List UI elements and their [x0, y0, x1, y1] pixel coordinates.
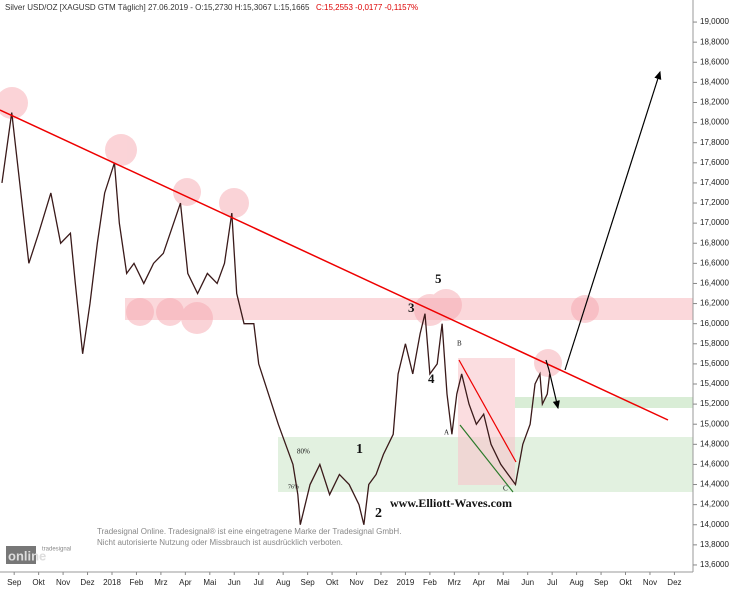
- x-tick-label: Okt: [326, 578, 339, 587]
- y-tick-label: 14,2000: [700, 500, 729, 509]
- x-tick-label: Apr: [179, 578, 192, 587]
- annotation: 5: [435, 271, 442, 286]
- chart-subtitle: C:15,2553 -0,0177 -0,1157%: [316, 3, 418, 12]
- x-tick-label: Dez: [80, 578, 94, 587]
- footer-text: Nicht autorisierte Nutzung oder Missbrau…: [97, 538, 343, 547]
- wedge-zone: [458, 358, 515, 485]
- chart-title: Silver USD/OZ [XAGUSD GTM Täglich] 27.06…: [5, 3, 310, 12]
- y-tick-label: 18,6000: [700, 57, 729, 66]
- highlight-circles: [0, 87, 599, 377]
- footer: Tradesignal Online. Tradesignal® ist ein…: [6, 527, 401, 564]
- y-tick-label: 17,2000: [700, 198, 729, 207]
- x-tick-label: Nov: [349, 578, 363, 587]
- y-tick-label: 17,6000: [700, 158, 729, 167]
- y-tick-label: 17,8000: [700, 138, 729, 147]
- y-tick-label: 15,8000: [700, 339, 729, 348]
- y-tick-label: 15,4000: [700, 379, 729, 388]
- x-tick-label: 2018: [103, 578, 121, 587]
- x-tick-label: Dez: [667, 578, 681, 587]
- y-tick-label: 18,0000: [700, 118, 729, 127]
- projection-arrow: [564, 70, 662, 371]
- x-tick-label: Mai: [497, 578, 510, 587]
- y-tick-label: 18,8000: [700, 37, 729, 46]
- y-tick-label: 17,0000: [700, 218, 729, 227]
- y-tick-label: 13,6000: [700, 560, 729, 569]
- x-tick-label: Feb: [130, 578, 144, 587]
- y-tick-label: 14,0000: [700, 520, 729, 529]
- logo-text: tradesignal: [42, 547, 71, 553]
- trend-line: [0, 109, 669, 421]
- wedge-line: [459, 424, 514, 493]
- annotation: B: [457, 340, 462, 348]
- x-tick-label: Nov: [56, 578, 70, 587]
- x-tick-label: Feb: [423, 578, 437, 587]
- annotation: 3: [408, 300, 415, 315]
- target-zone: [515, 397, 693, 408]
- resistance-zone: [125, 298, 693, 320]
- x-tick-label: Okt: [619, 578, 632, 587]
- x-tick-label: Apr: [473, 578, 486, 587]
- x-tick-label: Mrz: [154, 578, 167, 587]
- x-tick-label: 2019: [397, 578, 415, 587]
- wedge-line: [458, 359, 517, 463]
- y-tick-label: 16,0000: [700, 319, 729, 328]
- annotation: C: [503, 485, 508, 493]
- annotation: 2: [375, 506, 382, 521]
- x-tick-label: Dez: [374, 578, 388, 587]
- logo-text: online: [8, 548, 46, 563]
- y-tick-label: 14,4000: [700, 480, 729, 489]
- y-tick-label: 14,8000: [700, 439, 729, 448]
- y-tick-label: 15,2000: [700, 399, 729, 408]
- y-tick-label: 16,4000: [700, 279, 729, 288]
- x-tick-label: Mrz: [448, 578, 461, 587]
- footer-text: Tradesignal Online. Tradesignal® ist ein…: [97, 527, 401, 536]
- annotation: www.Elliott-Waves.com: [390, 496, 512, 510]
- x-tick-label: Jun: [228, 578, 241, 587]
- y-tick-label: 16,2000: [700, 299, 729, 308]
- y-tick-label: 13,8000: [700, 540, 729, 549]
- x-tick-label: Jun: [521, 578, 534, 587]
- y-tick-label: 14,6000: [700, 460, 729, 469]
- annotation: 4: [428, 371, 435, 386]
- header: Silver USD/OZ [XAGUSD GTM Täglich] 27.06…: [5, 3, 418, 12]
- x-tick-label: Mai: [203, 578, 216, 587]
- x-tick-label: Jul: [547, 578, 557, 587]
- annotation: 80%: [297, 448, 310, 456]
- x-tick-label: Sep: [594, 578, 609, 587]
- annotation: A: [444, 429, 449, 437]
- annotation: 1: [356, 442, 363, 457]
- x-tick-label: Jul: [254, 578, 264, 587]
- y-tick-label: 17,4000: [700, 178, 729, 187]
- y-tick-label: 19,0000: [700, 17, 729, 26]
- annotation: 76%: [288, 484, 299, 490]
- projection-arrow: [545, 359, 560, 410]
- y-tick-label: 18,4000: [700, 77, 729, 86]
- x-tick-label: Nov: [643, 578, 657, 587]
- y-tick-label: 15,0000: [700, 419, 729, 428]
- x-tick-label: Sep: [7, 578, 22, 587]
- logo-box: [6, 546, 36, 564]
- x-tick-label: Sep: [301, 578, 316, 587]
- x-tick-label: Aug: [276, 578, 290, 587]
- y-tick-label: 15,6000: [700, 359, 729, 368]
- x-tick-label: Aug: [569, 578, 583, 587]
- y-tick-label: 16,6000: [700, 258, 729, 267]
- x-tick-label: Okt: [32, 578, 45, 587]
- y-tick-label: 16,8000: [700, 238, 729, 247]
- y-tick-label: 18,2000: [700, 98, 729, 107]
